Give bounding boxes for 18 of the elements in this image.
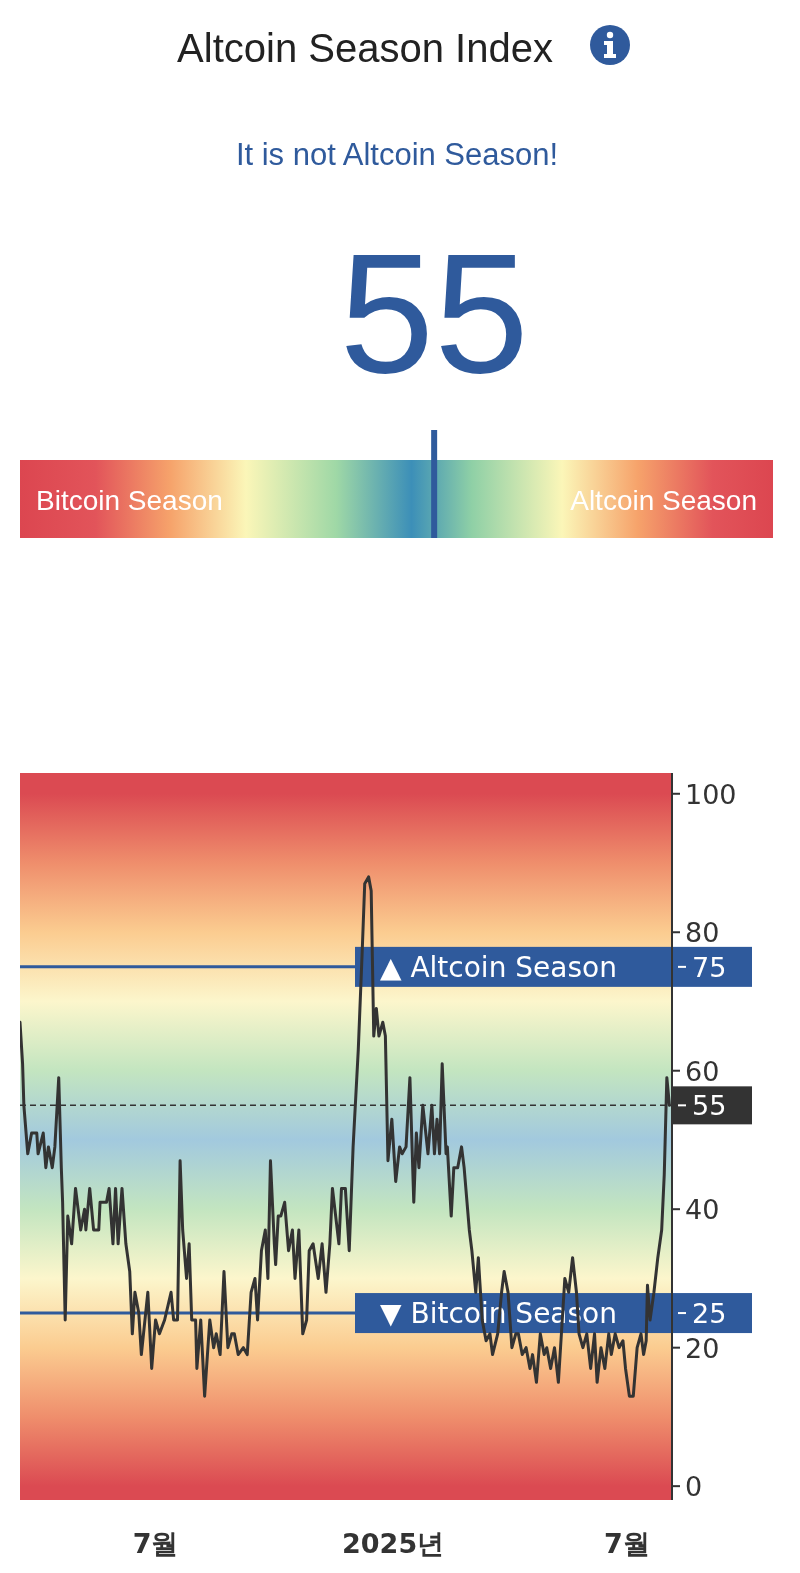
x-tick-label: 7월 <box>603 1528 650 1559</box>
y-tick-label: 40 <box>685 1194 720 1226</box>
text: 55 <box>692 1090 727 1122</box>
text: 75 <box>692 951 727 983</box>
x-tick-label: 2025년 <box>342 1528 445 1559</box>
y-tick-label: 0 <box>685 1471 703 1503</box>
x-tick-label: 7월 <box>132 1528 179 1559</box>
text: Bitcoin Season <box>36 485 223 516</box>
y-tick-label: 80 <box>685 917 720 949</box>
y-tick-label: 20 <box>685 1332 720 1364</box>
ref-line-label: ▲ Altcoin Season <box>380 950 617 984</box>
text: 25 <box>692 1298 727 1330</box>
text: Altcoin Season <box>570 485 757 516</box>
text: Altcoin Season Index <box>177 26 553 70</box>
y-tick-label: 60 <box>685 1055 720 1087</box>
data-label: 55 <box>339 218 529 408</box>
y-tick-label: 100 <box>685 778 737 810</box>
text: It is not Altcoin Season! <box>235 137 559 172</box>
